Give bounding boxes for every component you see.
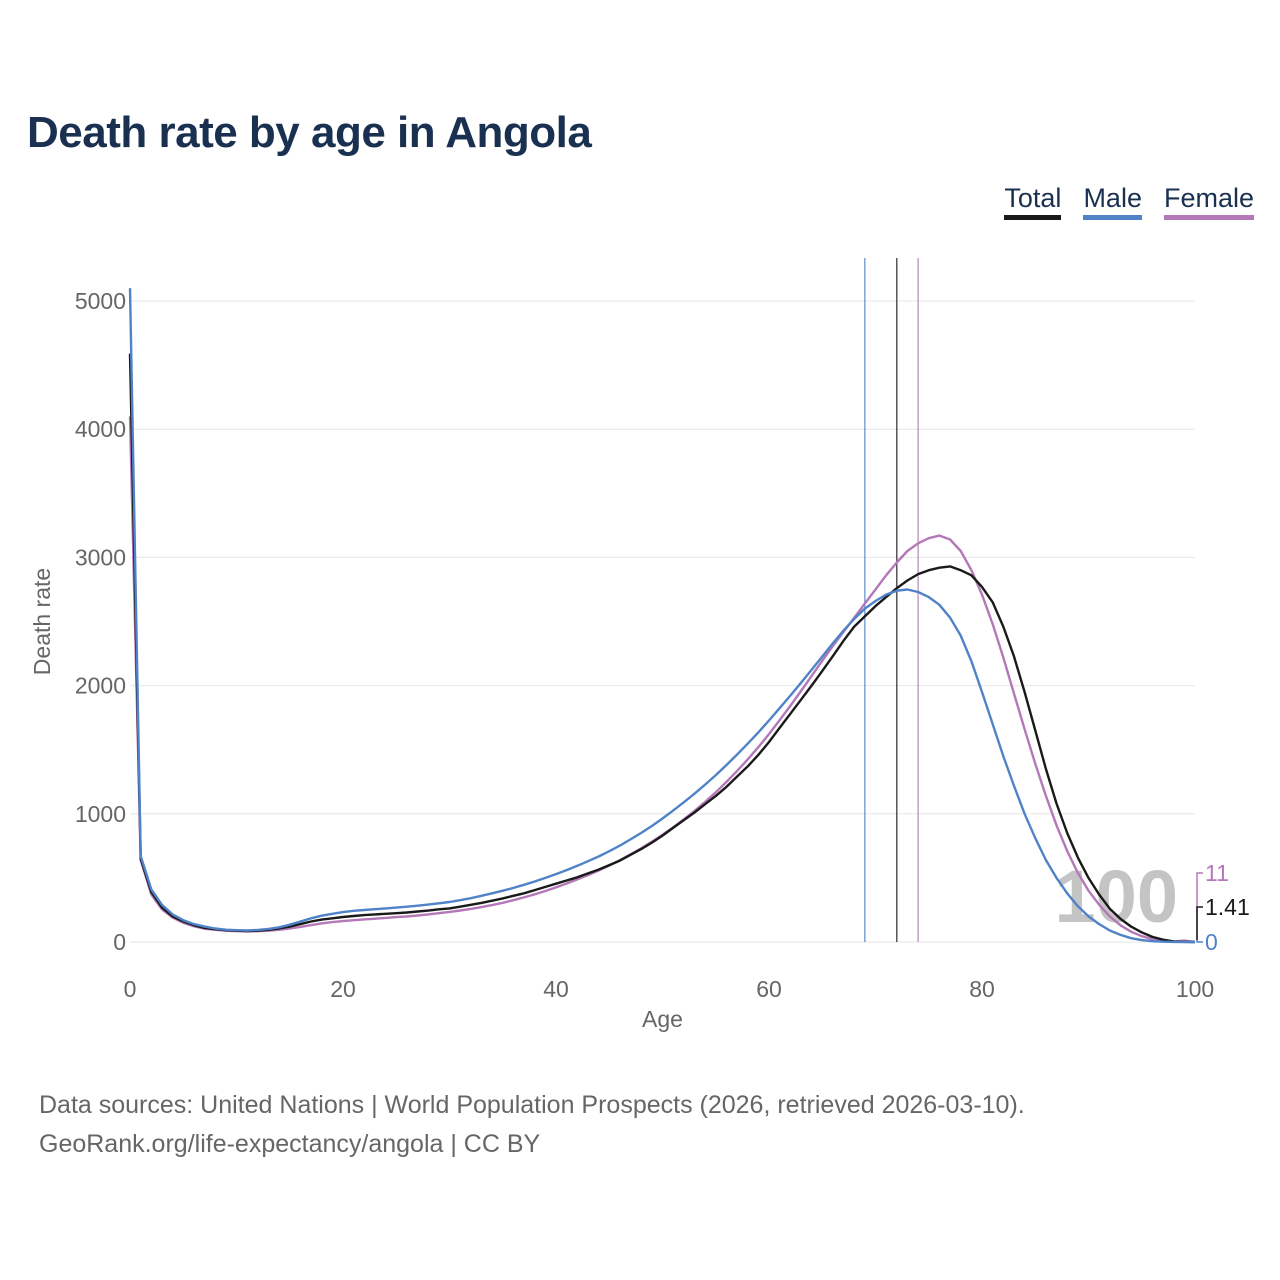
x-tick-label: 60 (756, 976, 782, 1002)
x-tick-label: 80 (969, 976, 995, 1002)
y-tick-label: 3000 (75, 544, 126, 570)
x-tick-label: 20 (330, 976, 356, 1002)
end-label-male: 0 (1205, 929, 1218, 955)
legend-item-male[interactable]: Male (1083, 183, 1142, 220)
legend-item-total[interactable]: Total (1004, 183, 1062, 220)
legend-item-female[interactable]: Female (1163, 183, 1254, 220)
x-tick-label: 0 (124, 976, 137, 1002)
y-tick-label: 5000 (75, 288, 126, 314)
x-axis-title: Age (642, 1006, 683, 1032)
y-tick-label: 2000 (75, 673, 126, 699)
end-label-bracket-total (1196, 906, 1203, 940)
chart-title: Death rate by age in Angola (27, 108, 592, 157)
series-line-total (128, 353, 1196, 944)
series-line-female (128, 416, 1196, 944)
end-label-total: 1.41 (1205, 894, 1250, 920)
age-watermark-label: 100 (1055, 855, 1178, 938)
y-tick-label: 1000 (75, 801, 126, 827)
footer: Data sources: United Nations | World Pop… (39, 1086, 1025, 1164)
end-label-female: 11 (1205, 860, 1229, 886)
y-tick-label: 0 (113, 929, 126, 955)
y-axis-title: Death rate (29, 568, 55, 675)
x-tick-label: 100 (1176, 976, 1214, 1002)
y-tick-label: 4000 (75, 416, 126, 442)
footer-sources: Data sources: United Nations | World Pop… (39, 1091, 1025, 1119)
legend: Total Male Female (1004, 183, 1254, 220)
series-line-male (128, 288, 1195, 944)
end-label-bracket-male (1196, 940, 1203, 943)
footer-attribution: GeoRank.org/life-expectancy/angola | CC … (39, 1130, 541, 1158)
x-tick-label: 40 (543, 976, 569, 1002)
